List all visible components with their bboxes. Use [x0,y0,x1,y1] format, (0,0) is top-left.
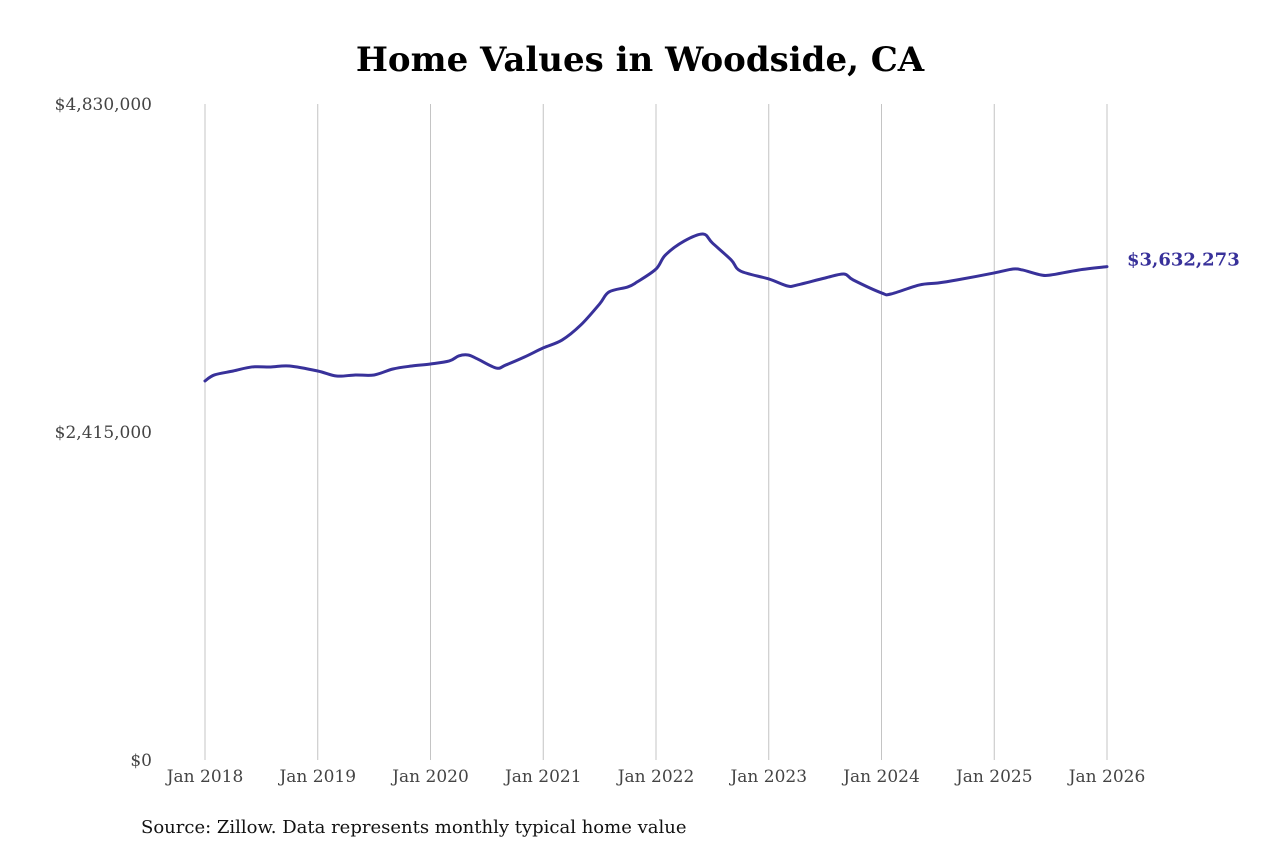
y-tick-label: $0 [130,751,152,771]
source-note: Source: Zillow. Data represents monthly … [141,817,687,838]
x-tick-label: Jan 2021 [503,767,582,787]
y-tick-label: $2,415,000 [55,423,152,443]
chart-title: Home Values in Woodside, CA [355,40,925,80]
x-tick-label: Jan 2024 [841,767,920,787]
x-tick-label: Jan 2025 [954,767,1033,787]
x-tick-label: Jan 2018 [165,767,244,787]
x-tick-label: Jan 2020 [390,767,469,787]
x-tick-label: Jan 2019 [277,767,356,787]
end-value-label: $3,632,273 [1127,250,1240,271]
x-tick-label: Jan 2023 [728,767,807,787]
x-tick-label: Jan 2022 [616,767,695,787]
x-tick-label: Jan 2026 [1067,767,1146,787]
y-tick-label: $4,830,000 [55,95,152,115]
series-line [203,232,1109,383]
